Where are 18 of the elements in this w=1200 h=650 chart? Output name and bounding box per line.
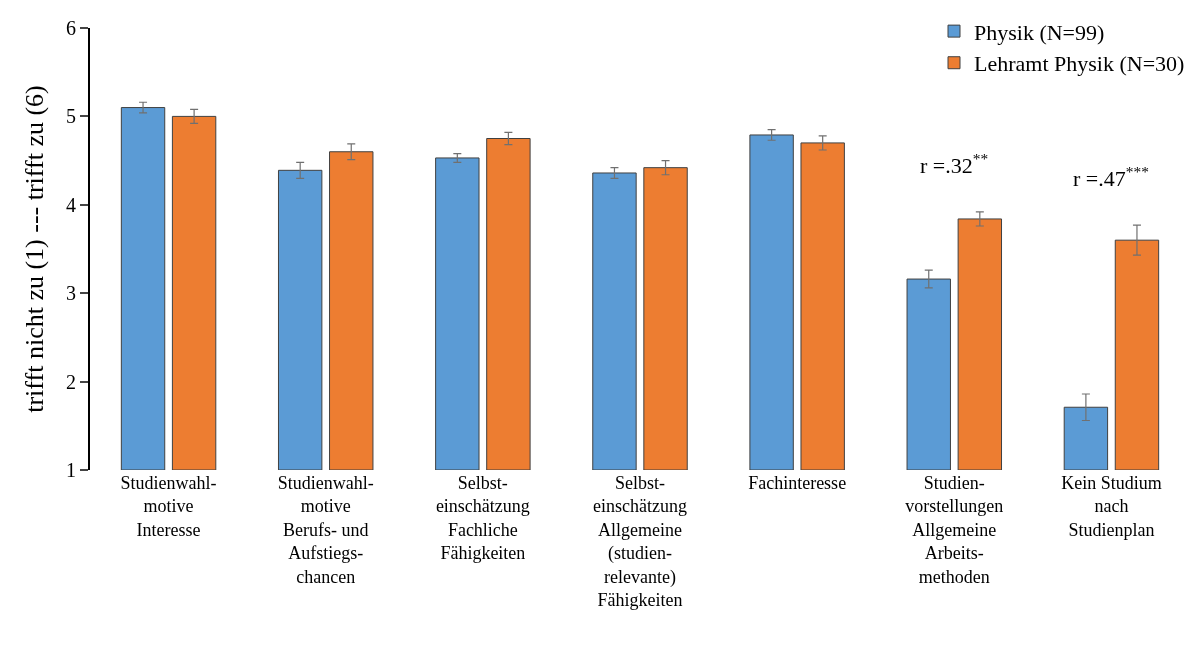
y-tick-label: 6: [66, 17, 76, 39]
x-tick-label: Studienwahl- motive Berufs- und Aufstiegs- chancen: [277, 473, 374, 587]
annotation: r =.32$^{**}$: [920, 150, 989, 179]
y-tick-label: 2: [66, 370, 76, 393]
x-tick-label: Selbst- einschätzung Fachliche Fähigkeiten: [435, 473, 530, 564]
x-tick-label: Fachinteresse: [748, 473, 847, 493]
legend-label: Lehramt Physik (N=30): [974, 51, 1185, 77]
y-tick-label: 1: [66, 459, 76, 481]
x-tick-label: Selbst- einschätzung Allgemeine (studien- relevante) Fähigkeiten: [593, 473, 687, 610]
annotation: r =.47$^{***}$: [1073, 163, 1149, 192]
x-tick-label: Studienwahl- motive Interesse: [120, 473, 217, 540]
x-tick-label: Kein Studium nach Studienplan: [1061, 473, 1162, 540]
y-tick-label: 3: [66, 282, 76, 305]
x-tick-label: Studien- vorstellungen Allgemeine Arbeits- methoden: [905, 473, 1004, 587]
y-tick-label: 5: [66, 105, 76, 128]
legend-label: Physik (N=99): [974, 19, 1105, 45]
y-axis-title: trifft nicht zu (1) --- trifft zu (6): [19, 85, 49, 413]
y-tick-label: 4: [66, 193, 76, 216]
